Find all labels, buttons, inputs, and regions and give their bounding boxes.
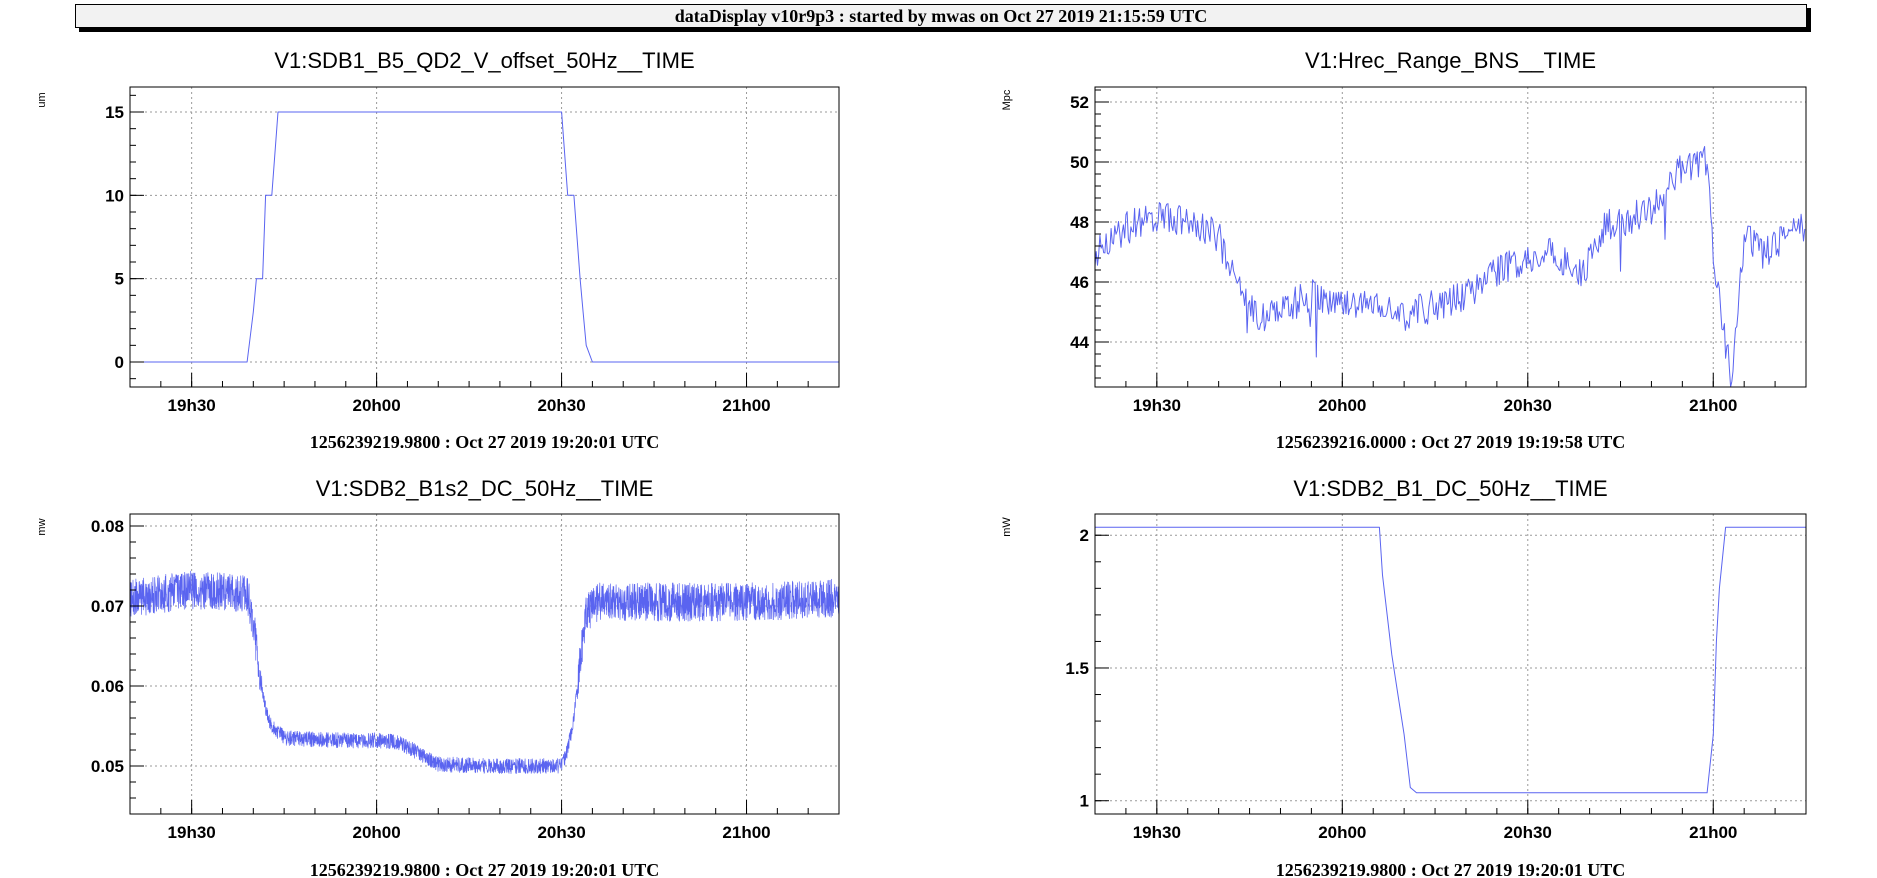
x-tick-label: 20h00 xyxy=(1318,396,1366,415)
chart-title: V1:SDB2_B1s2_DC_50Hz__TIME xyxy=(316,476,654,501)
x-tick-label: 21h00 xyxy=(1689,396,1737,415)
plot-frame xyxy=(129,86,840,388)
x-axis-label: 1256239216.0000 : Oct 27 2019 19:19:58 U… xyxy=(1276,432,1625,452)
y-axis-label: Mpc xyxy=(1001,89,1013,110)
series-line xyxy=(1095,526,1806,794)
x-axis-label: 1256239219.9800 : Oct 27 2019 19:20:01 U… xyxy=(310,432,659,452)
plot-frame xyxy=(1094,86,1807,388)
y-tick-label: 10 xyxy=(105,186,124,205)
y-tick-label: 1.5 xyxy=(1065,659,1089,678)
plot-frame xyxy=(1094,513,1807,815)
x-tick-label: 19h30 xyxy=(1133,396,1181,415)
x-tick-label: 20h00 xyxy=(353,823,401,842)
plot-frame xyxy=(129,513,840,815)
x-tick-label: 20h30 xyxy=(537,823,585,842)
display-banner: dataDisplay v10r9p3 : started by mwas on… xyxy=(75,4,1807,28)
x-tick-label: 21h00 xyxy=(722,823,770,842)
x-axis-label: 1256239219.9800 : Oct 27 2019 19:20:01 U… xyxy=(310,860,659,878)
y-tick-label: 1 xyxy=(1080,792,1089,811)
y-tick-label: 0.08 xyxy=(91,517,124,536)
y-axis-label: mW xyxy=(1001,517,1013,537)
y-tick-label: 44 xyxy=(1070,333,1089,352)
y-tick-label: 48 xyxy=(1070,213,1089,232)
y-axis-label: um xyxy=(36,92,48,107)
series-line xyxy=(129,570,840,774)
chart-title: V1:SDB1_B5_QD2_V_offset_50Hz__TIME xyxy=(274,48,694,73)
series-line xyxy=(1094,146,1806,388)
x-tick-label: 21h00 xyxy=(722,396,770,415)
y-tick-label: 5 xyxy=(115,270,124,289)
x-tick-label: 19h30 xyxy=(168,823,216,842)
x-tick-label: 19h30 xyxy=(168,396,216,415)
y-tick-label: 0.07 xyxy=(91,597,124,616)
x-tick-label: 20h00 xyxy=(1318,823,1366,842)
x-tick-label: 20h30 xyxy=(1504,823,1552,842)
y-tick-label: 52 xyxy=(1070,93,1089,112)
series-line xyxy=(130,111,839,363)
y-tick-label: 46 xyxy=(1070,273,1089,292)
y-axis-label: mw xyxy=(36,518,48,535)
chart-title: V1:SDB2_B1_DC_50Hz__TIME xyxy=(1293,476,1607,501)
x-axis-label: 1256239219.9800 : Oct 27 2019 19:20:01 U… xyxy=(1276,860,1625,878)
x-tick-label: 20h00 xyxy=(353,396,401,415)
y-tick-label: 50 xyxy=(1070,153,1089,172)
y-tick-label: 15 xyxy=(105,103,124,122)
y-tick-label: 0.05 xyxy=(91,757,124,776)
chart-title: V1:Hrec_Range_BNS__TIME xyxy=(1305,48,1596,73)
y-tick-label: 0 xyxy=(115,353,124,372)
y-tick-label: 0.06 xyxy=(91,677,124,696)
x-tick-label: 20h30 xyxy=(1504,396,1552,415)
x-tick-label: 19h30 xyxy=(1133,823,1181,842)
x-tick-label: 20h30 xyxy=(537,396,585,415)
y-tick-label: 2 xyxy=(1080,526,1089,545)
x-tick-label: 21h00 xyxy=(1689,823,1737,842)
